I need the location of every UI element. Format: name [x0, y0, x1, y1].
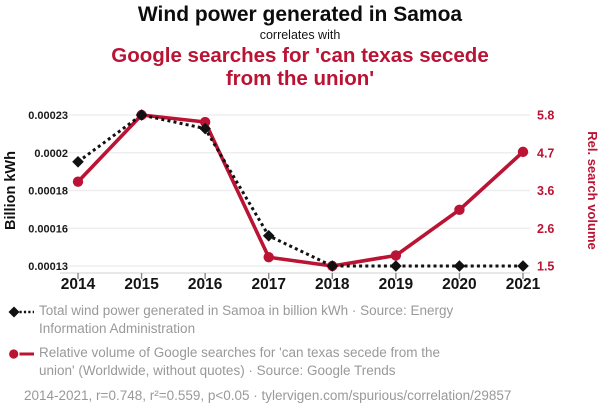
data-point-diamond	[135, 109, 148, 121]
left-tick-label: 0.00013	[28, 261, 68, 273]
series-wind-power	[72, 109, 529, 272]
data-point-circle	[263, 252, 274, 263]
x-axis: 2014 2015 2016 2017 2018 2019 2020 2021	[60, 272, 541, 293]
data-point-diamond	[72, 156, 84, 168]
right-tick-label: 1.5	[537, 260, 554, 274]
legend-label-google-searches: Relative volume of Google searches for '…	[39, 345, 441, 378]
data-point-diamond	[453, 260, 466, 272]
data-point-circle	[199, 116, 211, 128]
chart-title: Wind power generated in Samoa	[137, 3, 463, 26]
x-tick-label: 2015	[124, 276, 159, 293]
dual-axis-line-chart: 0.00023 0.0002 0.00018 0.00016 0.00013 5.8 4.7…	[3, 109, 600, 294]
red-circle-solid-line-icon	[8, 347, 34, 365]
right-tick-label: 2.6	[537, 222, 554, 236]
data-point-circle	[517, 146, 529, 158]
stats-footer: 2014-2021, r=0.748, r²=0.559, p<0.05 · t…	[24, 388, 512, 403]
data-point-diamond	[199, 122, 211, 135]
chart-subtitle: Google searches for 'can texas secede fr…	[111, 44, 489, 90]
x-tick-label: 2014	[61, 276, 96, 293]
legend-item-wind-power: Total wind power generated in Samoa in b…	[8, 302, 592, 337]
left-tick-label: 0.0002	[34, 148, 68, 160]
black-diamond-dashed-line-icon	[8, 305, 34, 323]
y-axis-right-tick-labels: 5.8 4.7 3.6 2.6 1.5	[537, 109, 554, 274]
legend-item-google-searches: Relative volume of Google searches for '…	[8, 344, 592, 379]
data-point-diamond	[517, 260, 529, 272]
right-tick-label: 3.6	[537, 184, 554, 198]
x-tick-label: 2020	[442, 276, 476, 293]
left-tick-label: 0.00023	[28, 110, 68, 122]
legend: Total wind power generated in Samoa in b…	[8, 302, 592, 403]
y-axis-left-title: Billion kWh	[3, 151, 19, 230]
right-tick-label: 4.7	[537, 146, 554, 160]
x-tick-label: 2019	[379, 276, 414, 293]
data-point-diamond	[390, 260, 402, 272]
data-point-diamond	[326, 260, 339, 272]
right-tick-label: 5.8	[537, 109, 554, 123]
data-point-circle	[72, 176, 84, 187]
x-tick-label: 2016	[188, 276, 223, 293]
y-axis-left-tick-labels: 0.00023 0.0002 0.00018 0.00016 0.00013	[28, 110, 68, 273]
correlates-with-label: correlates with	[259, 28, 341, 42]
y-axis-right-title: Rel. search volume	[585, 131, 600, 250]
x-tick-label: 2021	[506, 276, 541, 293]
series-wind-power-line	[77, 113, 523, 268]
left-tick-label: 0.00016	[28, 223, 68, 235]
left-tick-label: 0.00018	[28, 186, 68, 198]
legend-label-wind-power: Total wind power generated in Samoa in b…	[39, 303, 454, 336]
x-tick-label: 2017	[251, 276, 285, 293]
x-tick-label: 2018	[315, 276, 350, 293]
data-point-circle	[454, 204, 465, 216]
data-point-circle	[390, 250, 402, 261]
gridlines	[60, 114, 530, 267]
data-point-diamond	[262, 230, 275, 242]
